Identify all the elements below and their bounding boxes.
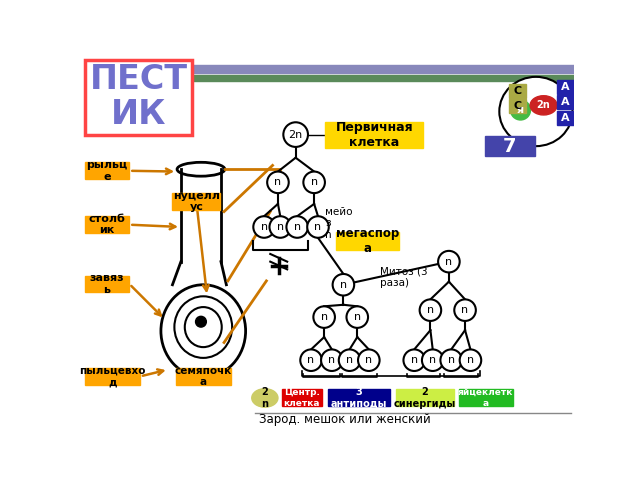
Text: n: n [411,355,418,365]
Circle shape [267,171,289,193]
Circle shape [253,216,275,238]
Circle shape [307,216,329,238]
Text: 2
n: 2 n [261,387,268,409]
Bar [84,368,140,385]
Circle shape [420,300,441,321]
Circle shape [460,349,481,371]
Circle shape [422,349,444,371]
Ellipse shape [530,96,557,115]
Circle shape [269,216,291,238]
Text: А: А [561,113,570,123]
Text: n: n [467,355,474,365]
Bar [557,80,573,94]
Text: n: n [427,305,434,315]
Text: С: С [513,86,522,96]
Bar [193,64,575,73]
Ellipse shape [252,389,278,407]
Bar [557,96,573,109]
Text: А: А [561,97,570,107]
Bar [84,216,129,233]
Circle shape [438,251,460,273]
Bar [336,232,399,250]
Circle shape [511,100,531,120]
Text: 3
антиподы: 3 антиподы [331,387,387,409]
Bar [557,111,573,125]
Text: 7: 7 [503,137,516,156]
Text: А: А [561,82,570,92]
Bar [485,136,535,156]
Text: n: n [276,222,284,232]
Text: n: n [447,355,455,365]
Bar [175,368,231,385]
Text: n: n [354,312,361,322]
Text: я: я [517,105,524,115]
Text: яйцеклетк
а: яйцеклетк а [458,388,513,408]
Circle shape [314,306,335,328]
Ellipse shape [499,77,572,146]
Bar [172,193,220,210]
Text: n: n [445,257,452,267]
Bar [509,84,526,97]
Text: n: n [365,355,372,365]
Text: С: С [513,101,522,111]
Text: n: n [328,355,335,365]
Bar [509,99,526,113]
Circle shape [339,349,360,371]
Circle shape [300,349,322,371]
Text: мейо
з
n: мейо з n [325,206,353,240]
Circle shape [454,300,476,321]
Ellipse shape [185,307,221,347]
Text: n: n [294,222,301,232]
Text: n: n [429,355,436,365]
Text: n: n [310,177,317,187]
Text: нуцелл
ус: нуцелл ус [173,191,220,212]
Circle shape [287,216,308,238]
Text: столб
ик: столб ик [88,214,125,236]
Text: n: n [260,222,268,232]
Circle shape [196,316,206,327]
Text: n: n [307,355,315,365]
Bar [84,162,129,179]
Circle shape [284,122,308,147]
Bar [84,276,129,292]
Circle shape [358,349,380,371]
Circle shape [403,349,425,371]
Text: пыльцевхо
д: пыльцевхо д [79,366,146,387]
Ellipse shape [177,162,225,176]
Bar [193,74,575,82]
Text: n: n [340,280,347,290]
Circle shape [321,349,342,371]
Text: n: n [314,222,321,232]
Text: семяпочк
а: семяпочк а [175,366,232,387]
Circle shape [303,171,325,193]
Ellipse shape [174,296,232,358]
Bar [459,389,513,407]
Bar [396,389,454,407]
Text: ПЕСТ
ИК: ПЕСТ ИК [90,62,188,131]
Circle shape [346,306,368,328]
Text: 2
синергиды: 2 синергиды [393,387,456,409]
Text: мегаспор
а: мегаспор а [335,227,399,255]
Text: завяз
ь: завяз ь [90,273,124,295]
Circle shape [333,274,354,296]
Bar [325,122,424,148]
Text: Зарод. мешок или женский: Зарод. мешок или женский [259,413,431,426]
Circle shape [440,349,462,371]
Text: 2n: 2n [537,100,550,110]
Bar [84,60,193,134]
Text: Центр.
клетка: Центр. клетка [284,388,320,408]
Bar [328,389,390,407]
Text: n: n [321,312,328,322]
Text: Митоз (3
раза): Митоз (3 раза) [380,266,428,288]
Text: n: n [275,177,282,187]
Text: Первичная
клетка: Первичная клетка [335,121,413,149]
Text: n: n [461,305,468,315]
Text: 2n: 2n [289,130,303,140]
Text: n: n [346,355,353,365]
Text: рыльц
е: рыльц е [86,160,127,181]
Ellipse shape [161,285,246,377]
Bar [282,389,322,407]
